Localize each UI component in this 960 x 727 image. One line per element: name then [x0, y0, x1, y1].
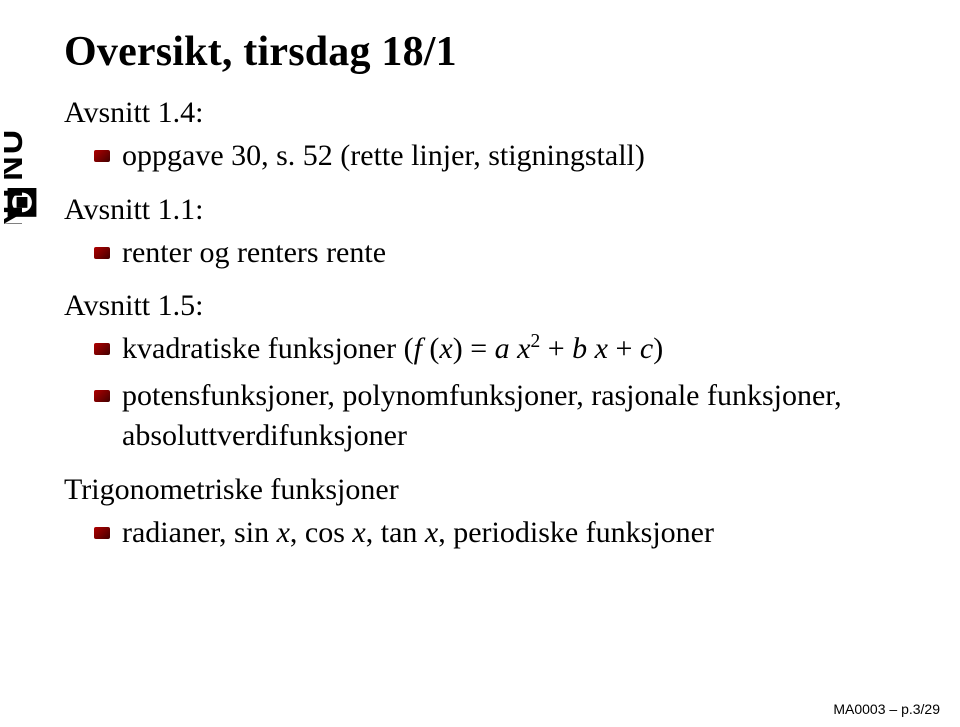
page-title: Oversikt, tirsdag 18/1: [64, 28, 920, 76]
svg-text:NTNU: NTNU: [4, 128, 30, 224]
section-heading: Trigonometriske funksjoner: [64, 473, 920, 507]
bullet-list: renter og renters rente: [64, 233, 920, 274]
section-heading: Avsnitt 1.5:: [64, 289, 920, 323]
bullet-item: renter og renters rente: [94, 233, 920, 274]
ntnu-logo-sidebar: NTNU: [0, 0, 44, 727]
ntnu-logo: NTNU: [4, 8, 40, 224]
bullet-item: potensfunksjoner, polynomfunksjoner, ras…: [94, 376, 920, 457]
section-heading: Avsnitt 1.1:: [64, 193, 920, 227]
page-footer: MA0003 – p.3/29: [833, 701, 940, 717]
bullet-item: oppgave 30, s. 52 (rette linjer, stignin…: [94, 136, 920, 177]
bullet-list: oppgave 30, s. 52 (rette linjer, stignin…: [64, 136, 920, 177]
bullet-list: kvadratiske funksjoner (f (x) = a x2 + b…: [64, 329, 920, 457]
bullet-item: kvadratiske funksjoner (f (x) = a x2 + b…: [94, 329, 920, 370]
bullet-list: radianer, sin x, cos x, tan x, periodisk…: [64, 513, 920, 554]
bullet-item: radianer, sin x, cos x, tan x, periodisk…: [94, 513, 920, 554]
section-heading: Avsnitt 1.4:: [64, 96, 920, 130]
